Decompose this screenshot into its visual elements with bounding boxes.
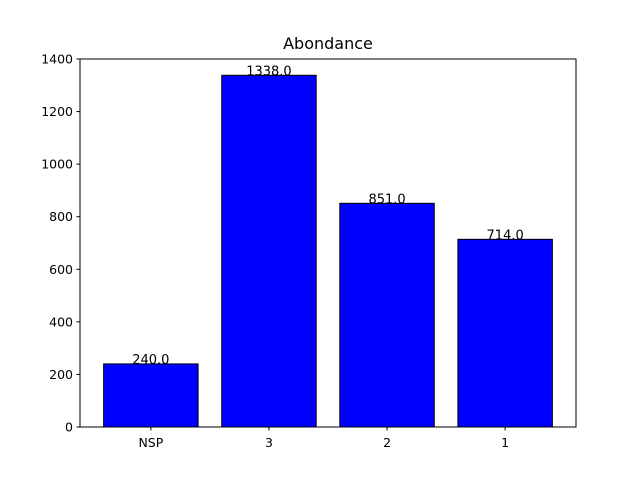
y-tick-label: 0 — [65, 420, 73, 435]
y-tick-label: 800 — [49, 209, 73, 224]
bar-value-label: 714.0 — [487, 228, 524, 243]
bar-value-label: 1338.0 — [246, 64, 292, 79]
plot-frame — [79, 58, 577, 428]
y-axis: 0 200 400 600 800 1000 1200 1400 — [41, 52, 80, 435]
bars — [103, 74, 553, 428]
bar-2 — [339, 202, 435, 428]
y-tick-label: 1000 — [41, 157, 73, 172]
x-tick-label: NSP — [138, 435, 163, 450]
x-axis: NSP 3 2 1 — [138, 427, 509, 450]
x-tick-label: 1 — [501, 435, 509, 450]
y-tick-label: 600 — [49, 262, 73, 277]
bar-NSP — [103, 363, 199, 428]
x-tick-label: 2 — [383, 435, 391, 450]
y-tick-label: 200 — [49, 367, 73, 382]
y-tick-label: 1200 — [41, 104, 73, 119]
bar-3 — [221, 74, 317, 428]
chart-title: Abondance — [283, 34, 373, 53]
bar-1 — [457, 238, 553, 428]
x-tick-label: 3 — [265, 435, 273, 450]
data-labels: 240.0 1338.0 851.0 714.0 — [132, 64, 524, 368]
bar-value-label: 240.0 — [132, 353, 169, 368]
y-tick-label: 1400 — [41, 52, 73, 67]
y-tick-label: 400 — [49, 314, 73, 329]
bar-value-label: 851.0 — [368, 192, 405, 207]
